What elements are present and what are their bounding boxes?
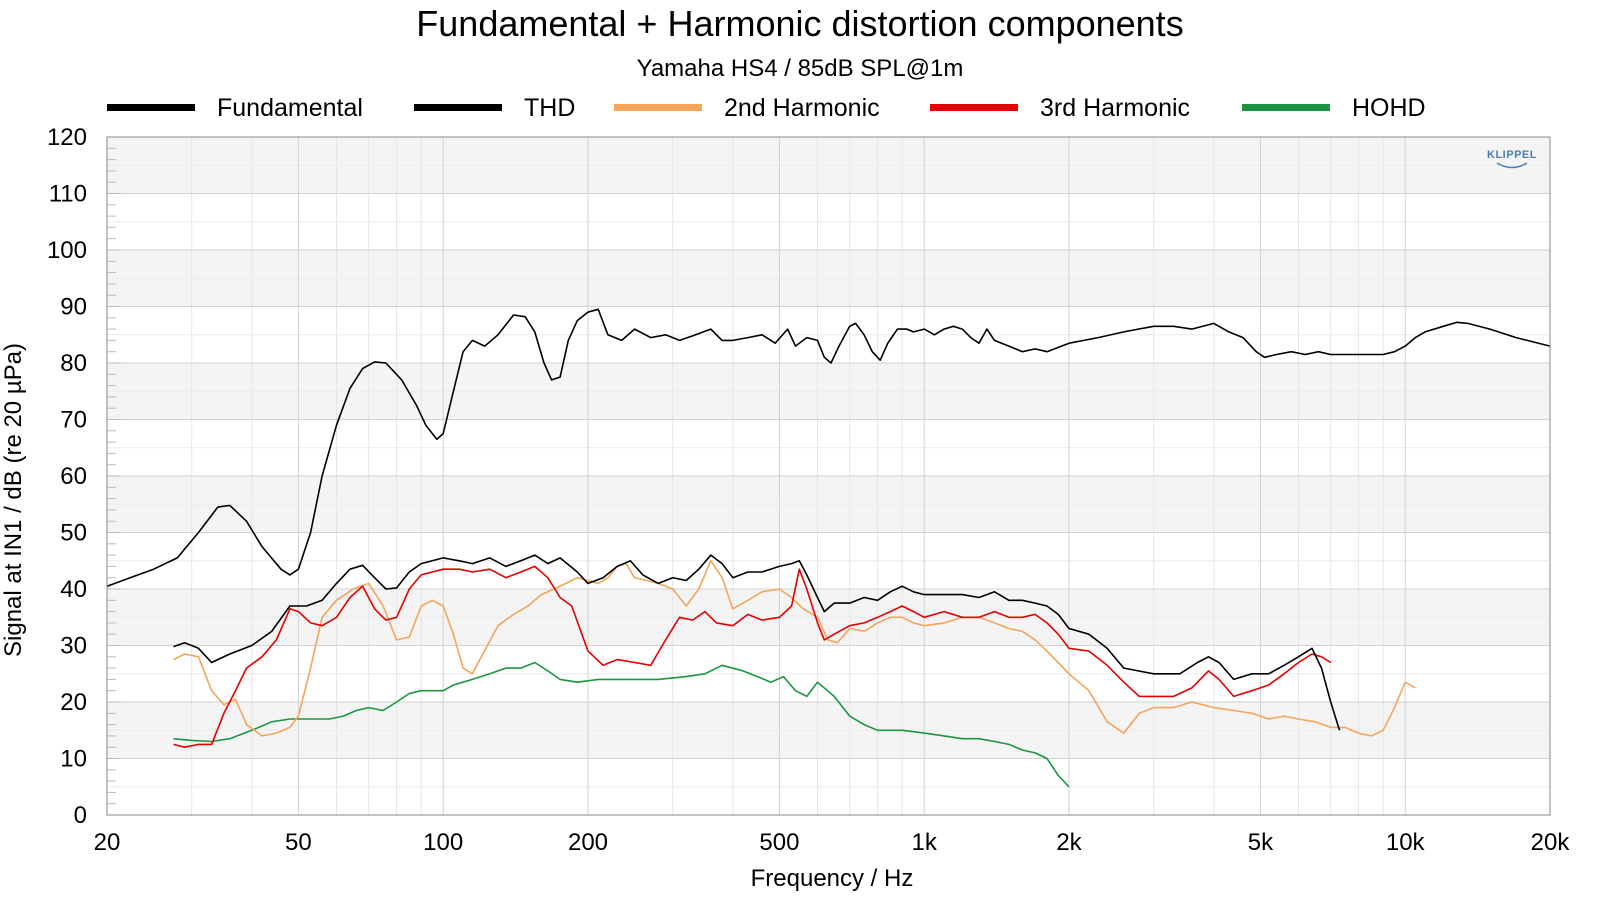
legend-label-2nd-harmonic: 2nd Harmonic xyxy=(724,94,880,122)
y-tick-label: 90 xyxy=(60,294,87,321)
y-tick-label: 20 xyxy=(60,689,87,716)
series-2nd-harmonic xyxy=(173,560,1416,737)
legend-label-hohd: HOHD xyxy=(1352,94,1426,122)
y-tick-label: 120 xyxy=(47,124,87,151)
minor-grid-y xyxy=(107,164,1550,788)
series-hohd xyxy=(173,661,1070,788)
chart-title: Fundamental + Harmonic distortion compon… xyxy=(416,3,1183,44)
y-tick-label: 0 xyxy=(74,802,87,829)
legend-swatch-hohd xyxy=(1242,104,1330,111)
x-tick-label: 10k xyxy=(1386,829,1426,856)
y-tick-labels: 0 10 20 30 40 50 60 70 80 90 100 110 120 xyxy=(47,124,87,829)
legend-item-hohd: HOHD xyxy=(1242,94,1426,122)
plot-frame xyxy=(106,136,1551,816)
series-3rd-harmonic xyxy=(173,565,1332,748)
legend-label-3rd-harmonic: 3rd Harmonic xyxy=(1040,94,1190,122)
logo-arc xyxy=(1496,162,1528,169)
x-tick-label: 200 xyxy=(568,829,608,856)
legend-item-thd: THD xyxy=(414,94,575,122)
x-tick-labels: 20 50 100 200 500 1k 2k 5k 10k 20k xyxy=(94,829,1571,856)
y-tick-label: 40 xyxy=(60,576,87,603)
x-tick-label: 50 xyxy=(285,829,312,856)
legend-swatch-2nd-harmonic xyxy=(614,104,702,111)
x-tick-label: 2k xyxy=(1056,829,1082,856)
x-tick-label: 500 xyxy=(759,829,799,856)
chart-subtitle: Yamaha HS4 / 85dB SPL@1m xyxy=(637,55,964,82)
legend: Fundamental THD 2nd Harmonic 3rd Harmoni… xyxy=(107,94,1426,122)
x-tick-label: 100 xyxy=(423,829,463,856)
legend-label-thd: THD xyxy=(524,94,575,122)
legend-swatch-fundamental xyxy=(107,104,195,111)
y-tick-label: 110 xyxy=(49,181,87,208)
series-layer xyxy=(106,308,1551,788)
y-tick-label: 50 xyxy=(60,520,87,547)
legend-item-3rd-harmonic: 3rd Harmonic xyxy=(930,94,1190,122)
y-tick-label: 60 xyxy=(60,463,87,490)
klippel-logo: KLIPPEL xyxy=(1487,149,1537,169)
logo-text: KLIPPEL xyxy=(1487,149,1537,161)
series-fundamental xyxy=(106,308,1551,587)
x-tick-label: 1k xyxy=(912,829,938,856)
x-tick-label: 20 xyxy=(94,829,121,856)
y-tick-label: 70 xyxy=(60,407,87,434)
x-axis-label: Frequency / Hz xyxy=(751,865,914,892)
legend-label-fundamental: Fundamental xyxy=(217,94,363,122)
x-tick-label: 20k xyxy=(1531,829,1571,856)
x-tick-label: 5k xyxy=(1248,829,1274,856)
series-thd xyxy=(173,554,1341,731)
y-tick-label: 100 xyxy=(47,237,87,264)
legend-swatch-3rd-harmonic xyxy=(930,104,1018,111)
y-axis-label: Signal at IN1 / dB (re 20 µPa) xyxy=(0,343,27,657)
legend-swatch-thd xyxy=(414,104,502,111)
legend-item-fundamental: Fundamental xyxy=(107,94,363,122)
y-tick-label: 10 xyxy=(60,746,87,773)
y-tick-label: 80 xyxy=(60,350,87,377)
y-tick-label: 30 xyxy=(60,633,87,660)
legend-item-2nd-harmonic: 2nd Harmonic xyxy=(614,94,880,122)
